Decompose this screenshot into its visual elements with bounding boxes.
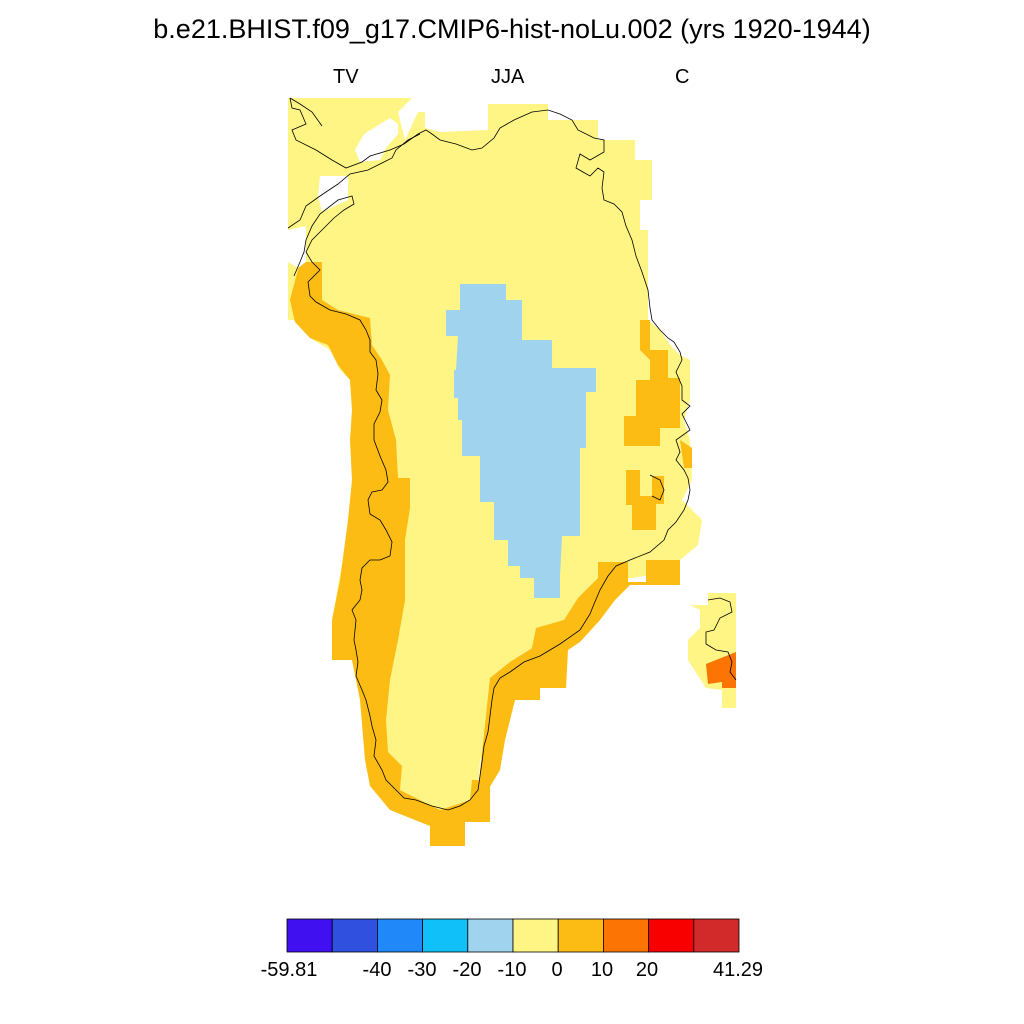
colorbar-tick-label: -40 (362, 959, 392, 981)
coastlines (287, 97, 737, 811)
colorbar-tick-label: -20 (452, 959, 482, 981)
map-east-coast-patch-3 (680, 440, 692, 468)
units-label: C (675, 66, 690, 88)
variable-label: TV (333, 66, 359, 88)
map-east-coast-patch-1 (624, 320, 680, 446)
colorbar-bin (286, 918, 333, 953)
colorbar-tick-label: 10 (590, 959, 614, 981)
colorbar-tick-label: -59.81 (260, 959, 318, 981)
colorbar-bin (331, 918, 378, 953)
colorbar-bin (603, 918, 650, 953)
season-label: JJA (491, 66, 525, 88)
colorbar-tick-label: -10 (497, 959, 527, 981)
colorbar-bin (422, 918, 469, 953)
map-nw-gap (288, 98, 418, 268)
colorbar-bin (467, 918, 514, 953)
colorbar-bin (648, 918, 695, 953)
colorbar-bin (376, 918, 423, 953)
map-se-coast-band (478, 560, 680, 790)
map-east-coast-patch-2 (626, 470, 664, 530)
colorbar-bin (557, 918, 604, 953)
colorbar-bin (512, 918, 559, 953)
colorbar-bin (693, 918, 740, 953)
map-interior-region (446, 284, 596, 598)
colorbar-tick-label: -30 (407, 959, 437, 981)
map-warm-spot (706, 652, 736, 688)
colorbar-tick-label: 20 (635, 959, 659, 981)
colorbar-tick-label: 0 (551, 959, 563, 981)
plot-title: b.e21.BHIST.f09_g17.CMIP6-hist-noLu.002 … (153, 14, 871, 44)
colorbar-tick-label: 41.29 (712, 959, 764, 981)
